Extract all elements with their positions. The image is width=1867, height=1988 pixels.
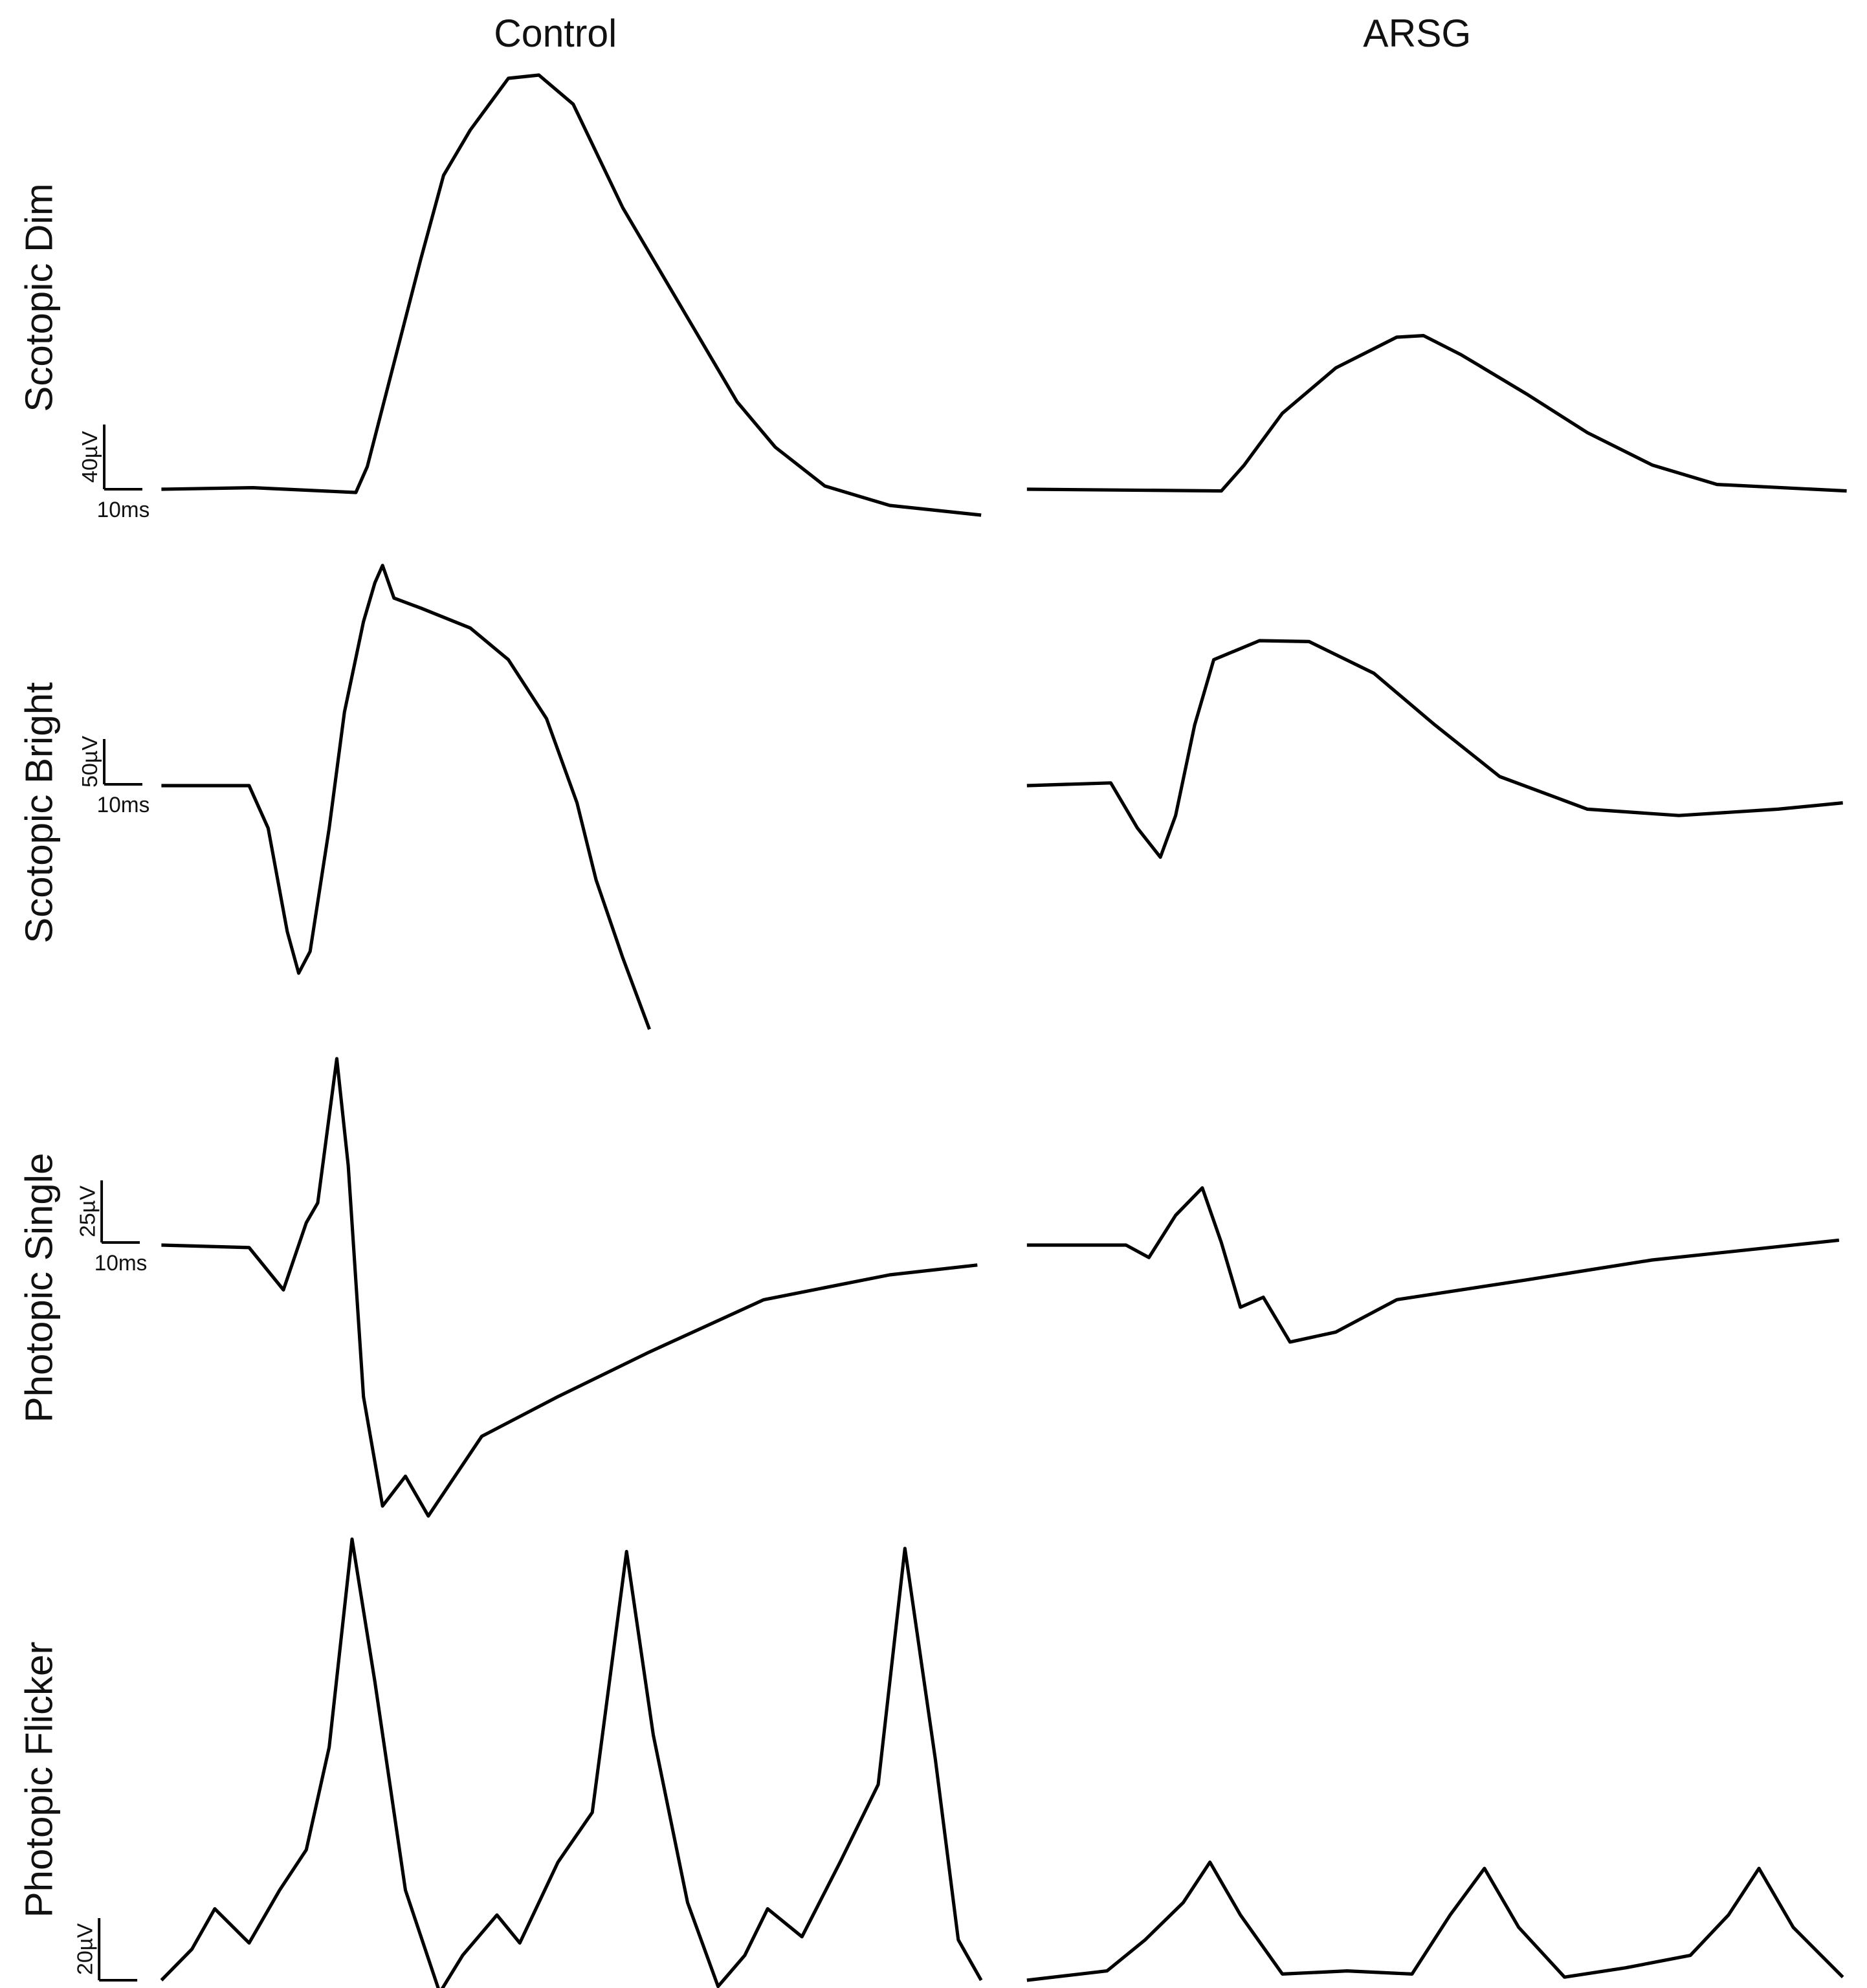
trace [1026,639,1843,859]
row-label: Photopic Flicker [17,1642,60,1918]
trace [1026,1186,1840,1344]
trace [161,564,651,1030]
trace [1026,1861,1844,1982]
scale-bar-x-label: 10ms [97,793,150,817]
scale-bar-y-label: 25µV [76,1185,100,1237]
row-label: Scotopic Dim [17,183,60,412]
scale-bar-y-label: 40µV [78,430,102,483]
scale-bar-y-label: 50µV [78,735,102,788]
scale-bar-x-label: 10ms [97,498,150,522]
scale-bar-x-label: 10ms [94,1252,148,1276]
scale-bar-y-label: 20µV [74,1923,98,1975]
trace [161,1057,978,1518]
trace [1026,334,1847,493]
column-title: ARSG [1363,11,1471,55]
trace [161,73,982,517]
row-label: Photopic Single [17,1153,60,1423]
row-label: Scotopic Bright [17,682,60,944]
column-title: Control [494,11,617,55]
trace [160,1537,983,1988]
